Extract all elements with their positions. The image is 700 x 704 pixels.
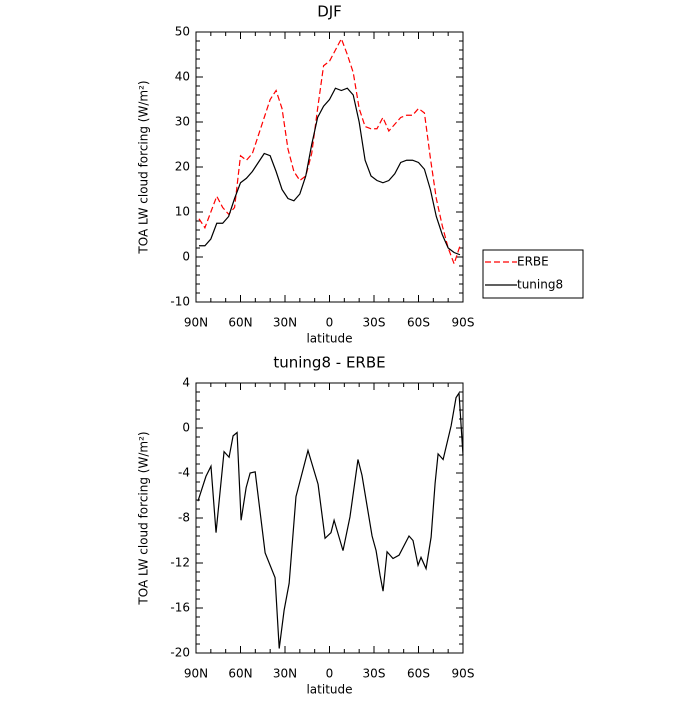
y-axis-label: TOA LW cloud forcing (W/m²) — [137, 80, 151, 254]
panel: -20 -16 -12 -8 -4 0 4 90N 60N 30N 0 30S 60S 90S tuning… — [137, 354, 475, 697]
y-tick-label: 20 — [175, 160, 190, 174]
x-tick-label: 0 — [326, 316, 334, 330]
x-axis-label: latitude — [306, 332, 352, 346]
y-tick-label: 0 — [182, 250, 190, 264]
y-tick-label: -12 — [170, 556, 190, 570]
y-tick-label: 40 — [175, 70, 190, 84]
y-tick-label: -8 — [178, 511, 190, 525]
x-tick-label: 30N — [273, 316, 297, 330]
legend-label: tuning8 — [517, 278, 563, 292]
x-tick-label: 60N — [228, 667, 252, 681]
plot-frame — [195, 382, 464, 654]
x-tick-label: 30S — [363, 316, 386, 330]
x-tick-label: 90N — [184, 667, 208, 681]
panel: -10 0 10 20 30 40 50 90N 60N 30N 0 30S 60S 90S DJF lati… — [137, 3, 584, 346]
x-tick-label: 60S — [407, 667, 430, 681]
y-tick-label: -4 — [178, 466, 190, 480]
x-tick-label: 90S — [452, 316, 475, 330]
y-tick-label: 50 — [175, 25, 190, 39]
x-tick-label: 60S — [407, 316, 430, 330]
y-tick-label: 0 — [182, 421, 190, 435]
chart-title: tuning8 - ERBE — [273, 354, 385, 372]
legend-label: ERBE — [517, 255, 549, 269]
y-tick-label: -10 — [170, 295, 190, 309]
y-tick-label: 30 — [175, 115, 190, 129]
x-tick-label: 30N — [273, 667, 297, 681]
x-tick-label: 60N — [228, 316, 252, 330]
legend-box — [482, 249, 584, 299]
data-line — [197, 391, 464, 649]
y-tick-label: 4 — [182, 376, 190, 390]
chart-title: DJF — [317, 3, 342, 21]
x-tick-label: 90N — [184, 316, 208, 330]
y-axis-label: TOA LW cloud forcing (W/m²) — [137, 431, 151, 605]
x-tick-label: 0 — [326, 667, 334, 681]
data-line — [198, 37, 461, 266]
x-tick-label: 90S — [452, 667, 475, 681]
y-tick-label: -16 — [170, 601, 190, 615]
x-tick-label: 30S — [363, 667, 386, 681]
y-tick-label: -20 — [170, 646, 190, 660]
data-line — [198, 87, 461, 256]
x-axis-label: latitude — [306, 683, 352, 697]
y-tick-label: 10 — [175, 205, 190, 219]
